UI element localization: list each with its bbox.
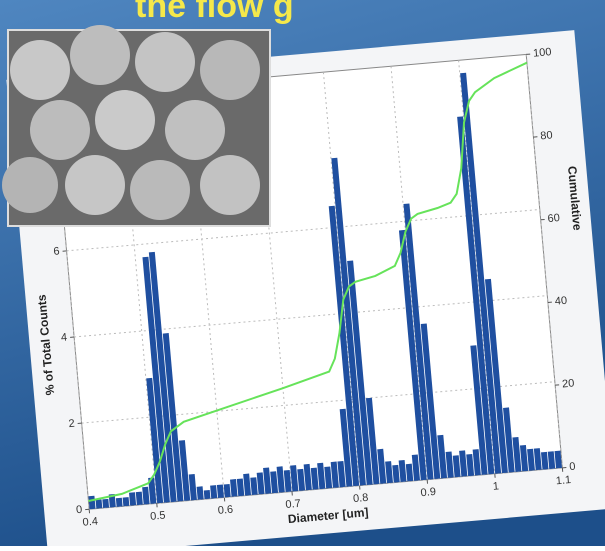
x-tick-label: 1.1	[555, 474, 571, 487]
y2-tick-label: 60	[547, 212, 560, 225]
slide: 0.40.50.60.70.80.911.10246020406080100Di…	[0, 0, 605, 546]
bar	[116, 498, 123, 507]
bar	[102, 499, 109, 508]
bar	[210, 485, 217, 498]
slide-title: the flow g	[135, 0, 294, 25]
bar	[129, 492, 136, 505]
x-tick-label: 0.6	[217, 504, 233, 517]
y2-tick-label: 0	[569, 461, 576, 473]
x-tick-label: 1	[492, 480, 499, 492]
x-tick-label: 0.8	[353, 492, 369, 505]
y-tick-label: 2	[68, 418, 75, 430]
bar	[123, 497, 130, 506]
bar	[96, 499, 103, 508]
y2-tick-label: 80	[540, 129, 553, 142]
bar	[224, 484, 231, 497]
y-tick-label: 0	[76, 504, 83, 516]
x-tick-label: 0.7	[285, 498, 301, 511]
bar	[197, 486, 204, 499]
bar	[88, 496, 95, 509]
x-tick-label: 0.4	[82, 515, 98, 528]
y-tick-label: 4	[61, 332, 68, 344]
x-tick-label: 0.5	[150, 510, 166, 523]
y-tick-label: 6	[53, 245, 60, 257]
bar	[136, 492, 143, 505]
sem-photo	[2, 25, 270, 226]
y2-tick-label: 40	[554, 295, 567, 308]
bar	[217, 485, 224, 498]
y2-tick-label: 100	[533, 46, 552, 60]
x-tick-label: 0.9	[420, 486, 436, 499]
y2-tick-label: 20	[562, 377, 575, 390]
page: {"chart_data": { "type": "histogram", "t…	[0, 0, 605, 546]
bar	[204, 490, 211, 499]
